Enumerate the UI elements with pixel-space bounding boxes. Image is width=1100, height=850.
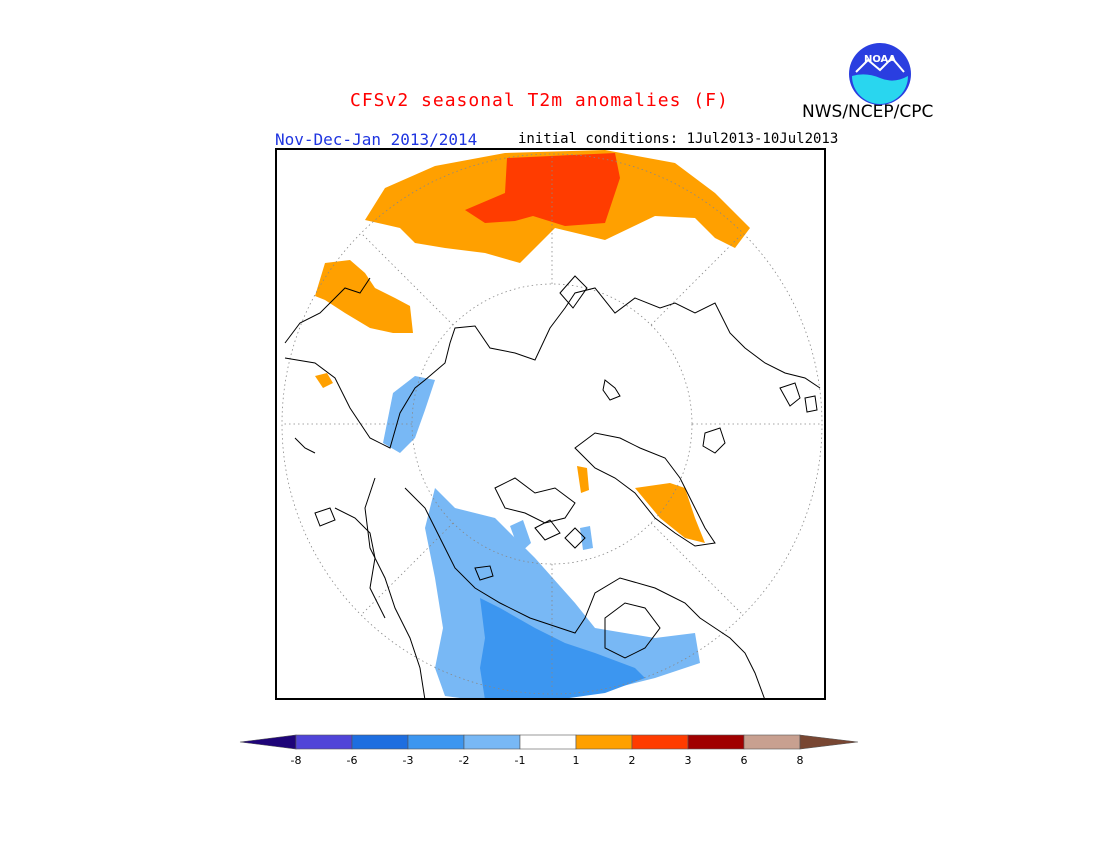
siberia-hot-region <box>465 153 620 226</box>
colorbar-tick-label: 8 <box>796 754 804 767</box>
season-label: Nov-Dec-Jan 2013/2014 <box>275 130 478 149</box>
anomaly-shading <box>315 150 750 700</box>
map-frame-border <box>275 148 826 700</box>
colorbar-tick-label: 6 <box>740 754 748 767</box>
coastlines <box>284 275 821 700</box>
colorbar-tick-label: -3 <box>402 754 414 767</box>
logo-wave <box>852 74 908 104</box>
colorbar-bins <box>239 734 859 750</box>
colorbar-bin-10 <box>799 734 859 750</box>
polar-map <box>275 148 826 700</box>
colorbar-bin-9 <box>743 734 801 750</box>
alaska-cool-patch <box>510 520 531 553</box>
baffin-cool-patch <box>580 526 593 550</box>
colorbar-tick-label: -8 <box>290 754 302 767</box>
canadian-islands-warm-spot <box>577 466 589 493</box>
scandinavia-cool-region <box>383 376 435 453</box>
agency-label: NWS/NCEP/CPC <box>802 102 934 122</box>
map-title: CFSv2 seasonal T2m anomalies (F) <box>350 90 729 111</box>
colorbar-bin-1 <box>295 734 353 750</box>
colorbar-bin-7 <box>631 734 689 750</box>
north-america-cold-region <box>480 598 645 700</box>
domain-boundary-circle <box>281 153 823 695</box>
colorbar-tick-label: -6 <box>346 754 358 767</box>
colorbar-bin-4 <box>463 734 521 750</box>
logo-bird <box>855 56 905 73</box>
colorbar-tick-label: -2 <box>458 754 470 767</box>
colorbar-tick-label: 3 <box>684 754 692 767</box>
colorbar-bin-3 <box>407 734 465 750</box>
logo-text: NOAA <box>864 54 896 65</box>
initial-conditions-label: initial conditions: 1Jul2013-10Jul2013 <box>518 131 839 147</box>
europe-warm-region <box>315 260 413 333</box>
colorbar-tick-label: 2 <box>628 754 636 767</box>
colorbar-bin-6 <box>575 734 633 750</box>
colorbar-bin-8 <box>687 734 745 750</box>
colorbar-bin-2 <box>351 734 409 750</box>
greenland-warm-region <box>635 483 705 543</box>
colorbar <box>239 734 859 750</box>
colorbar-bin-5 <box>519 734 577 750</box>
colorbar-bin-0 <box>239 734 297 750</box>
noaa-logo: NOAA <box>849 43 911 105</box>
iberia-warm-patch <box>315 373 333 388</box>
colorbar-tick-label: 1 <box>572 754 580 767</box>
colorbar-tick-label: -1 <box>514 754 526 767</box>
